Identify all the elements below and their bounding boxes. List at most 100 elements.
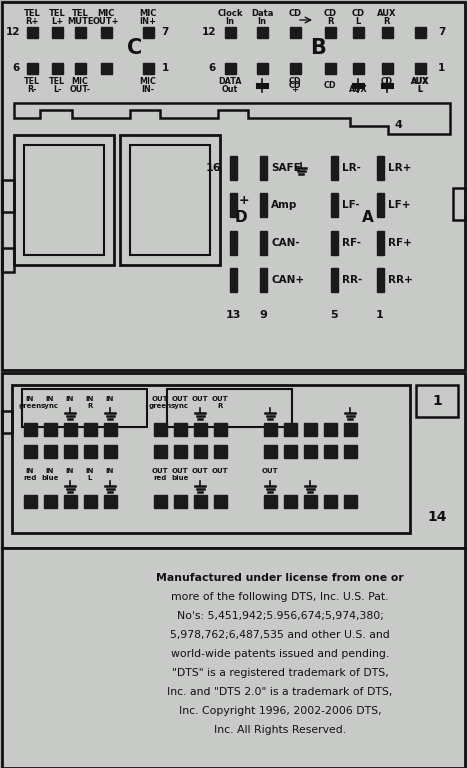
Bar: [2, 411, 12, 433]
Text: more of the following DTS, Inc. U.S. Pat.: more of the following DTS, Inc. U.S. Pat…: [171, 592, 389, 602]
Bar: [304, 495, 317, 508]
Bar: [263, 495, 276, 508]
Bar: [2, 548, 465, 768]
Text: IN+: IN+: [140, 16, 156, 25]
Bar: [324, 422, 337, 435]
Bar: [324, 445, 337, 458]
Text: In: In: [226, 16, 234, 25]
Text: TEL: TEL: [71, 8, 88, 18]
Text: 13: 13: [225, 310, 241, 320]
Text: TEL: TEL: [49, 78, 65, 87]
Text: OUT: OUT: [262, 468, 278, 474]
Bar: [167, 389, 292, 427]
Bar: [75, 27, 85, 38]
Text: B: B: [310, 38, 326, 58]
Bar: [283, 445, 297, 458]
Bar: [27, 27, 37, 38]
Bar: [256, 62, 268, 74]
Text: TEL: TEL: [24, 8, 40, 18]
Bar: [331, 231, 338, 255]
Bar: [84, 445, 97, 458]
Text: AUX: AUX: [411, 78, 429, 87]
Text: 9: 9: [259, 310, 267, 320]
Text: IN: IN: [66, 396, 74, 402]
Text: MIC: MIC: [140, 78, 156, 87]
Text: CD: CD: [324, 8, 337, 18]
Text: green: green: [18, 403, 42, 409]
Bar: [260, 231, 267, 255]
Bar: [324, 495, 337, 508]
Bar: [290, 27, 300, 38]
Text: No's: 5,451,942;5.956,674;5,974,380;: No's: 5,451,942;5.956,674;5,974,380;: [177, 611, 383, 621]
Bar: [14, 135, 114, 265]
Text: "DTS" is a registered trademark of DTS,: "DTS" is a registered trademark of DTS,: [172, 668, 389, 678]
Text: Inc. All Rights Reserved.: Inc. All Rights Reserved.: [214, 725, 346, 735]
Bar: [2, 180, 14, 212]
Bar: [304, 422, 317, 435]
Text: Manufactured under license from one or: Manufactured under license from one or: [156, 573, 404, 583]
Text: 1: 1: [162, 63, 169, 73]
Text: R: R: [384, 16, 390, 25]
Text: +: +: [239, 194, 249, 207]
Bar: [344, 422, 356, 435]
Text: LF+: LF+: [388, 200, 410, 210]
Text: 14: 14: [427, 510, 447, 524]
Text: 6: 6: [13, 63, 20, 73]
Text: CD: CD: [381, 78, 393, 87]
Bar: [415, 27, 425, 38]
Text: 7: 7: [438, 27, 446, 37]
Bar: [256, 27, 268, 38]
Text: D: D: [235, 210, 248, 224]
Text: sync: sync: [41, 403, 59, 409]
Text: OUT: OUT: [172, 468, 188, 474]
Text: R: R: [87, 403, 92, 409]
Text: L+: L+: [51, 16, 63, 25]
Text: OUT: OUT: [212, 396, 228, 402]
Bar: [213, 445, 226, 458]
Text: world-wide patents issued and pending.: world-wide patents issued and pending.: [171, 649, 389, 659]
Text: MIC: MIC: [97, 8, 115, 18]
Bar: [353, 62, 363, 74]
Bar: [100, 27, 112, 38]
Bar: [382, 27, 392, 38]
Text: LR-: LR-: [342, 163, 361, 173]
Text: OUT: OUT: [152, 468, 168, 474]
Text: In: In: [257, 16, 267, 25]
Bar: [84, 422, 97, 435]
Text: OUT: OUT: [152, 396, 168, 402]
Bar: [325, 62, 335, 74]
Text: 7: 7: [162, 27, 169, 37]
Text: CD: CD: [289, 78, 301, 87]
Text: IN: IN: [46, 468, 54, 474]
Bar: [24, 145, 104, 255]
Bar: [12, 385, 410, 533]
Text: IN: IN: [106, 396, 114, 402]
Bar: [23, 445, 36, 458]
Text: Out: Out: [222, 85, 238, 94]
Bar: [23, 495, 36, 508]
Bar: [23, 422, 36, 435]
Text: green: green: [149, 403, 171, 409]
Text: IN: IN: [26, 396, 34, 402]
Bar: [130, 145, 210, 255]
Bar: [229, 156, 236, 180]
Bar: [104, 422, 116, 435]
Bar: [64, 445, 77, 458]
Text: AUX: AUX: [349, 85, 368, 94]
Bar: [325, 27, 335, 38]
Text: Data: Data: [251, 8, 273, 18]
Bar: [154, 422, 167, 435]
Text: MIC: MIC: [71, 78, 88, 87]
Text: CAN+: CAN+: [271, 275, 304, 285]
Text: 12: 12: [6, 27, 20, 37]
Text: OUT-: OUT-: [70, 85, 91, 94]
Text: AUX: AUX: [377, 8, 397, 18]
Text: L: L: [355, 16, 361, 25]
Bar: [174, 422, 186, 435]
Bar: [283, 422, 297, 435]
Bar: [331, 156, 338, 180]
Bar: [43, 445, 57, 458]
Bar: [260, 193, 267, 217]
Text: R+: R+: [25, 16, 39, 25]
Text: red: red: [23, 475, 37, 481]
